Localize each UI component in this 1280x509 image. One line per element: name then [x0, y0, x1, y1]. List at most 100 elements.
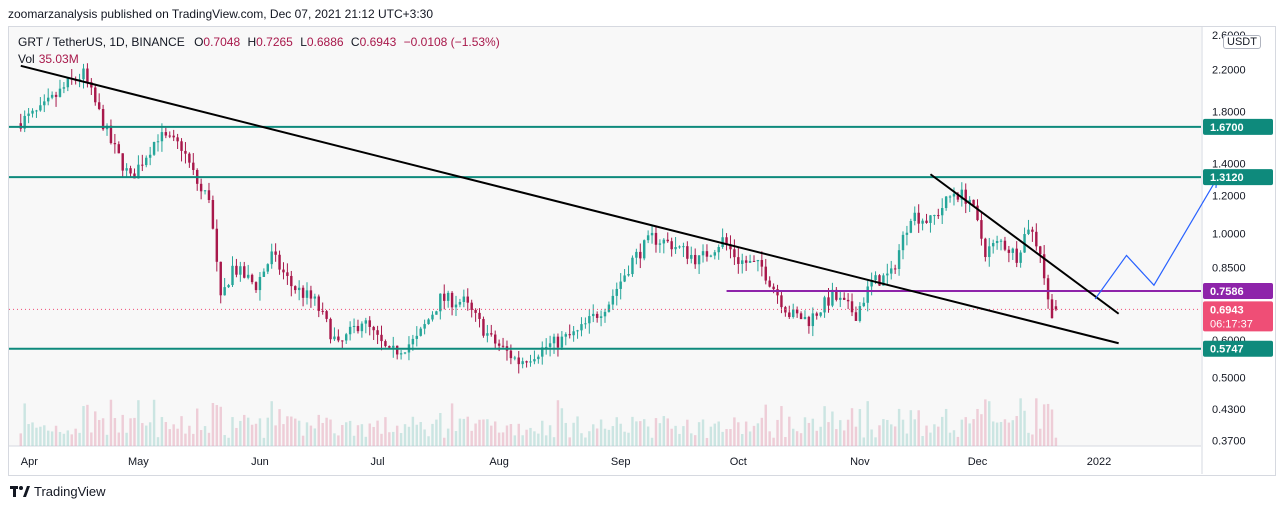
candle — [317, 296, 320, 311]
candle — [623, 275, 626, 282]
volume-bar — [478, 419, 481, 446]
volume-bar — [725, 429, 728, 446]
plot-area[interactable] — [9, 27, 1201, 446]
candle — [533, 359, 536, 362]
volume-bar — [392, 431, 395, 446]
volume-bar — [407, 426, 411, 446]
volume-bar — [901, 419, 905, 446]
candle — [658, 243, 662, 245]
volume-bar — [580, 433, 583, 446]
volume-bar — [1027, 432, 1030, 446]
volume-bar — [195, 408, 199, 446]
candle — [1007, 249, 1011, 253]
candle — [940, 208, 944, 216]
volume-bar — [466, 416, 469, 446]
volume-bar — [917, 410, 920, 446]
volume-bar — [607, 429, 611, 446]
volume-bar — [35, 427, 38, 446]
volume-bar — [164, 421, 168, 446]
trendline[interactable] — [929, 173, 1120, 315]
candle — [697, 255, 701, 265]
y-tick-label: 0.8500 — [1212, 262, 1246, 274]
volume-bar — [1054, 437, 1058, 446]
candle — [799, 313, 803, 320]
candle — [870, 280, 873, 287]
volume-bar — [572, 422, 575, 446]
volume-bar — [882, 419, 885, 446]
candle — [944, 196, 948, 209]
volume-bar — [1050, 409, 1054, 446]
volume-bar — [827, 422, 830, 446]
candle — [309, 290, 313, 299]
volume-bar — [501, 432, 505, 446]
currency-badge[interactable]: USDT — [1223, 35, 1261, 49]
volume-bar — [454, 431, 458, 446]
volume-bar — [874, 437, 877, 446]
candle — [344, 334, 348, 341]
candle — [376, 330, 379, 335]
candle — [525, 361, 528, 363]
candle — [493, 334, 497, 344]
candle — [282, 269, 285, 273]
tradingview-logo[interactable]: TradingView — [10, 484, 106, 499]
candle — [501, 345, 505, 347]
volume-bar — [795, 431, 799, 446]
candle — [156, 141, 160, 143]
candle — [580, 324, 583, 331]
volume-bar — [344, 422, 348, 446]
volume-bar — [631, 416, 634, 446]
candle — [929, 215, 932, 223]
candle — [1003, 240, 1007, 250]
level-price-tag — [1203, 282, 1273, 299]
candle — [184, 150, 187, 154]
volume-bar — [54, 425, 58, 446]
candle — [486, 333, 489, 336]
candle — [443, 293, 446, 301]
candle — [364, 320, 368, 324]
candle — [862, 302, 866, 307]
candle — [509, 350, 513, 359]
volume-bar — [474, 423, 477, 446]
candle — [466, 296, 469, 303]
volume-bar — [431, 423, 434, 446]
tradingview-brand: TradingView — [34, 484, 106, 499]
candle — [752, 260, 756, 262]
volume-bar — [791, 428, 795, 446]
trendline[interactable] — [20, 64, 1119, 345]
candle — [725, 237, 728, 245]
volume-bar — [145, 425, 148, 446]
candle — [744, 260, 748, 263]
candle — [333, 336, 336, 340]
volume-bar — [486, 419, 489, 446]
volume-bar — [964, 417, 967, 446]
volume-bar — [835, 429, 838, 446]
volume-bar — [819, 426, 822, 446]
candle — [31, 110, 34, 114]
candle — [909, 221, 913, 233]
candle — [94, 87, 97, 103]
candle — [635, 251, 638, 258]
high-value: 0.7265 — [256, 35, 293, 49]
candle — [286, 272, 289, 276]
volume-bar — [611, 426, 615, 446]
volume-bar — [458, 418, 462, 446]
candle — [490, 333, 493, 335]
volume-bar — [940, 416, 944, 446]
volume-bar — [427, 436, 430, 446]
candle — [991, 243, 995, 247]
volume-bar — [168, 429, 171, 446]
candle — [1050, 299, 1054, 319]
projection-path[interactable] — [1094, 178, 1218, 300]
candle — [313, 296, 317, 299]
volume-bar — [246, 417, 250, 446]
candle — [560, 336, 564, 348]
volume-bar — [799, 433, 803, 446]
candle — [423, 324, 426, 329]
volume-bar — [462, 418, 466, 446]
volume-bar — [117, 432, 121, 446]
volume-bar — [493, 421, 497, 446]
candle — [219, 261, 222, 296]
candle — [678, 246, 681, 248]
candle — [23, 115, 26, 129]
